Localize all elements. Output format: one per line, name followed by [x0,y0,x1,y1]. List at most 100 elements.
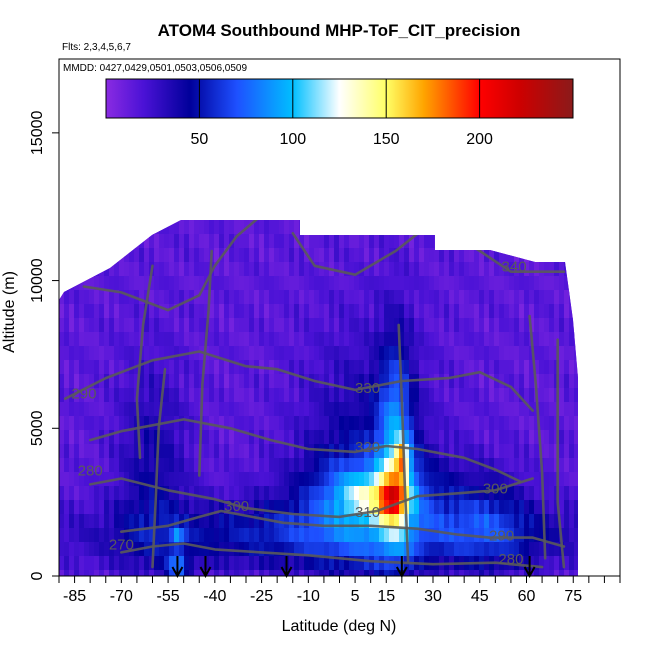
heatmap-cell [269,472,275,487]
heatmap-cell [454,416,460,431]
heatmap-cell [489,472,495,487]
heatmap-cell [139,458,145,473]
heatmap-cell [124,220,130,235]
contour-line [63,350,534,412]
heatmap-cell [164,290,170,305]
heatmap-cell [484,528,490,543]
colorbar-tick-label: 100 [279,131,306,148]
heatmap-cell [369,528,375,543]
heatmap-cell [239,472,245,487]
heatmap-cell [524,332,530,347]
heatmap-cell [179,304,185,319]
heatmap-cell [299,248,305,263]
heatmap-cell [439,416,445,431]
heatmap-cell [464,276,470,291]
heatmap-cell [534,290,540,305]
heatmap-cell [479,388,485,403]
heatmap-cell [339,262,345,277]
heatmap-cell [99,514,105,529]
heatmap-cell [179,234,185,249]
heatmap-cell [404,402,410,417]
heatmap-cell [559,276,565,291]
heatmap-cell [234,486,240,501]
heatmap-cell [104,416,110,431]
heatmap-cell [179,290,185,305]
heatmap-cell [539,388,545,403]
heatmap-cell [499,514,505,529]
heatmap-cell [544,388,550,403]
heatmap-cell [379,514,385,529]
heatmap-cell [164,234,170,249]
heatmap-cell [134,500,140,515]
heatmap-cell [494,570,500,576]
heatmap-cell [204,248,210,263]
heatmap-cell [464,570,470,576]
heatmap-cell [119,500,125,515]
heatmap-cell [559,318,565,333]
heatmap-cell [409,262,415,277]
heatmap-cell [104,556,110,571]
heatmap-cell [59,360,65,375]
heatmap-cell [244,416,250,431]
heatmap-cell [459,276,465,291]
heatmap-cell [449,542,455,557]
heatmap-cell [314,332,320,347]
heatmap-cell [519,472,525,487]
heatmap-cell [539,374,545,389]
heatmap-cell [149,388,155,403]
heatmap-cell [279,500,285,515]
heatmap-cell [389,444,395,459]
heatmap-cell [364,528,370,543]
heatmap-cell [399,318,405,333]
heatmap-cell [209,346,215,361]
heatmap-cell [89,346,95,361]
heatmap-cell [64,304,70,319]
heatmap-cell [549,542,555,557]
heatmap-cell [354,360,360,375]
heatmap-cell [119,416,125,431]
heatmap-cell [529,500,535,515]
heatmap-cell [189,374,195,389]
heatmap-cell [144,360,150,375]
heatmap-cell [489,262,495,277]
heatmap-cell [84,220,90,235]
heatmap-cell [394,318,400,333]
heatmap-cell [89,318,95,333]
heatmap-cell [259,402,265,417]
heatmap-cell [479,500,485,515]
heatmap-cell [424,290,430,305]
heatmap-cell [524,346,530,361]
heatmap-cell [489,458,495,473]
heatmap-cell [559,290,565,305]
heatmap-cell [374,402,380,417]
heatmap-cell [119,374,125,389]
heatmap-cell [264,304,270,319]
heatmap-cell [529,486,535,501]
heatmap-cell [249,388,255,403]
heatmap-cell [224,416,230,431]
heatmap-cell [464,458,470,473]
heatmap-cell [189,556,195,571]
heatmap-cell [289,360,295,375]
heatmap-cell [239,304,245,319]
heatmap-cell [449,290,455,305]
heatmap-cell [169,374,175,389]
heatmap-cell [404,444,410,459]
heatmap-cell [69,262,75,277]
heatmap-cell [264,234,270,249]
heatmap-cell [374,556,380,571]
heatmap-cell [334,360,340,375]
heatmap-cell [104,500,110,515]
heatmap-cell [84,374,90,389]
heatmap-cell [419,500,425,515]
heatmap-cell [164,276,170,291]
heatmap-cell [259,486,265,501]
heatmap-cell [274,500,280,515]
heatmap-cell [179,570,185,576]
heatmap-cell [469,444,475,459]
heatmap-cell [219,276,225,291]
heatmap-cell [89,514,95,529]
heatmap-cell [194,486,200,501]
heatmap-cell [294,528,300,543]
heatmap-cell [94,416,100,431]
